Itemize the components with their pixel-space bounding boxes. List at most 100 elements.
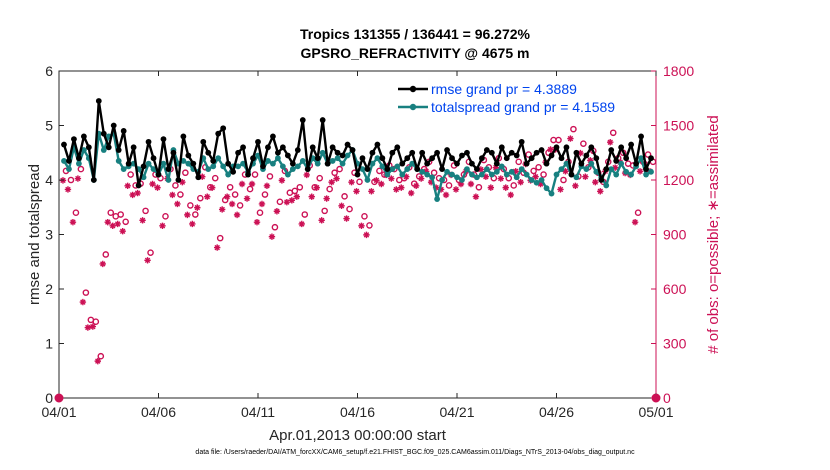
obs-possible-point (77, 165, 85, 173)
spread-point (533, 179, 540, 186)
obs-assimilated-point (258, 200, 266, 208)
spread-point (150, 166, 157, 173)
spread-point (294, 163, 301, 170)
spread-point (165, 177, 172, 183)
obs-possible-point (142, 207, 149, 215)
obs-possible-point (271, 223, 279, 231)
spread-point (220, 163, 227, 170)
obs-possible-point (634, 209, 642, 216)
obs-possible-point (540, 171, 547, 178)
spread-point (329, 158, 336, 164)
spread-point (618, 160, 625, 167)
y-left-tick-label: 2 (45, 281, 53, 297)
rmse-point (533, 149, 540, 156)
rmse-point (279, 144, 286, 151)
plot-frame (58, 70, 657, 399)
rmse-point (498, 144, 505, 151)
spread-point (623, 168, 630, 175)
rmse-point (76, 155, 82, 162)
obs-assimilated-point (64, 186, 72, 193)
rmse-point (180, 133, 187, 140)
spread-point (429, 174, 436, 181)
rmse-point (344, 141, 351, 148)
rmse-point (374, 141, 381, 148)
obs-assimilated-point (194, 204, 201, 211)
obs-possible-point (251, 171, 259, 178)
y-right-tick-label: 1200 (663, 172, 694, 188)
rmse-point (210, 158, 217, 164)
obs-possible-point (530, 167, 537, 175)
obs-possible-point (560, 176, 567, 184)
rmse-point (160, 136, 167, 143)
obs-assimilated-point (413, 182, 420, 190)
rmse-point (563, 144, 570, 151)
obs-assimilated-point (517, 178, 524, 186)
obs-assimilated-point (243, 195, 251, 202)
rmse-point (444, 147, 450, 153)
obs-assimilated-point (308, 193, 315, 200)
y-left-tick-label: 4 (45, 172, 53, 188)
spread-point (548, 190, 555, 197)
rmse-point (439, 166, 445, 173)
obs-assimilated-point (368, 188, 375, 195)
rmse-point (613, 158, 620, 164)
obs-assimilated-point (283, 198, 291, 206)
spread-point (394, 163, 401, 170)
rmse-point (528, 155, 535, 162)
spread-point (553, 171, 560, 178)
x-tick-label: 05/01 (638, 404, 673, 420)
spread-point (210, 163, 217, 170)
edge-marker (651, 393, 661, 403)
obs-assimilated-point (378, 180, 385, 188)
obs-possible-point (72, 209, 80, 216)
spread-point (628, 171, 635, 178)
obs-assimilated-point (338, 202, 345, 209)
spread-point (439, 177, 445, 183)
obs-possible-point (236, 202, 244, 209)
spread-point (115, 158, 122, 164)
rmse-point (215, 130, 222, 137)
obs-possible-point (276, 198, 284, 206)
obs-assimilated-point (358, 222, 365, 229)
obs-possible-point (515, 158, 523, 166)
rmse-point (140, 163, 147, 170)
x-tick-label: 04/06 (141, 404, 176, 420)
spread-point (608, 166, 615, 173)
obs-assimilated-point (144, 257, 151, 264)
obs-assimilated-point (218, 206, 226, 213)
obs-possible-point (261, 191, 269, 198)
obs-assimilated-point (303, 171, 310, 179)
obs-assimilated-point (477, 166, 485, 173)
spread-point (100, 147, 107, 153)
obs-assimilated-point (388, 175, 395, 182)
rmse-point (513, 152, 520, 159)
spread-point (399, 171, 406, 178)
obs-assimilated-point (398, 184, 405, 191)
rmse-point (354, 171, 361, 178)
rmse-point (583, 152, 590, 159)
obs-assimilated-point (293, 193, 300, 200)
obs-assimilated-point (567, 135, 574, 142)
rmse-point (608, 147, 615, 153)
obs-assimilated-point (134, 189, 141, 197)
obs-possible-point (172, 182, 179, 189)
spread-point (503, 171, 510, 178)
rmse-point (260, 163, 266, 170)
rmse-point (568, 171, 575, 178)
spread-point (374, 155, 381, 162)
obs-assimilated-point (572, 182, 579, 190)
obs-assimilated-point (159, 222, 166, 229)
obs-possible-point (326, 185, 333, 193)
obs-assimilated-point (482, 173, 490, 180)
obs-assimilated-point (189, 220, 196, 228)
obs-assimilated-point (104, 218, 111, 226)
obs-possible-point (97, 352, 105, 360)
rmse-point (339, 152, 346, 159)
spread-point (449, 171, 455, 178)
spread-point (464, 166, 470, 173)
obs-assimilated-point (408, 189, 415, 197)
obs-assimilated-point (109, 222, 116, 229)
data-file-note: data file: /Users/raeder/DAI/ATM_forcXX/… (195, 449, 635, 456)
obs-assimilated-point (263, 182, 271, 190)
